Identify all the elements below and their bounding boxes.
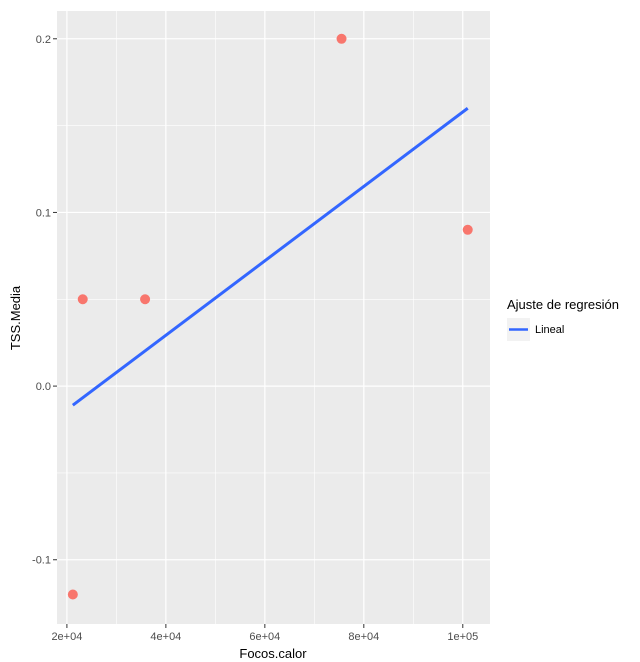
regression-line-lineal [71, 107, 469, 407]
grid-minor [57, 11, 490, 624]
data-point [462, 224, 473, 235]
legend-title: Ajuste de regresión [507, 297, 619, 312]
data-point [67, 589, 78, 600]
y-tick-label: 0.1 [36, 207, 51, 219]
y-tick-label: -0.1 [32, 555, 51, 567]
x-axis-title: Focos.calor [239, 646, 307, 661]
x-tick-label: 1e+05 [447, 631, 478, 643]
x-axis: 2e+04 4e+04 6e+04 8e+04 1e+05 [51, 624, 478, 643]
y-axis: -0.1 0.0 0.1 0.2 [32, 34, 57, 567]
plot-panel [57, 11, 490, 624]
x-tick-label: 6e+04 [249, 631, 280, 643]
legend-label-lineal: Lineal [535, 324, 564, 336]
y-tick-label: 0.0 [36, 381, 51, 393]
data-marks [67, 33, 473, 600]
data-point [336, 33, 347, 44]
x-tick-label: 8e+04 [348, 631, 379, 643]
y-tick-label: 0.2 [36, 34, 51, 46]
data-point [140, 294, 151, 305]
x-tick-label: 4e+04 [150, 631, 181, 643]
y-axis-title: TSS.Media [8, 285, 23, 350]
legend: Ajuste de regresión Lineal [507, 297, 619, 341]
data-point [77, 294, 88, 305]
x-tick-label: 2e+04 [51, 631, 82, 643]
